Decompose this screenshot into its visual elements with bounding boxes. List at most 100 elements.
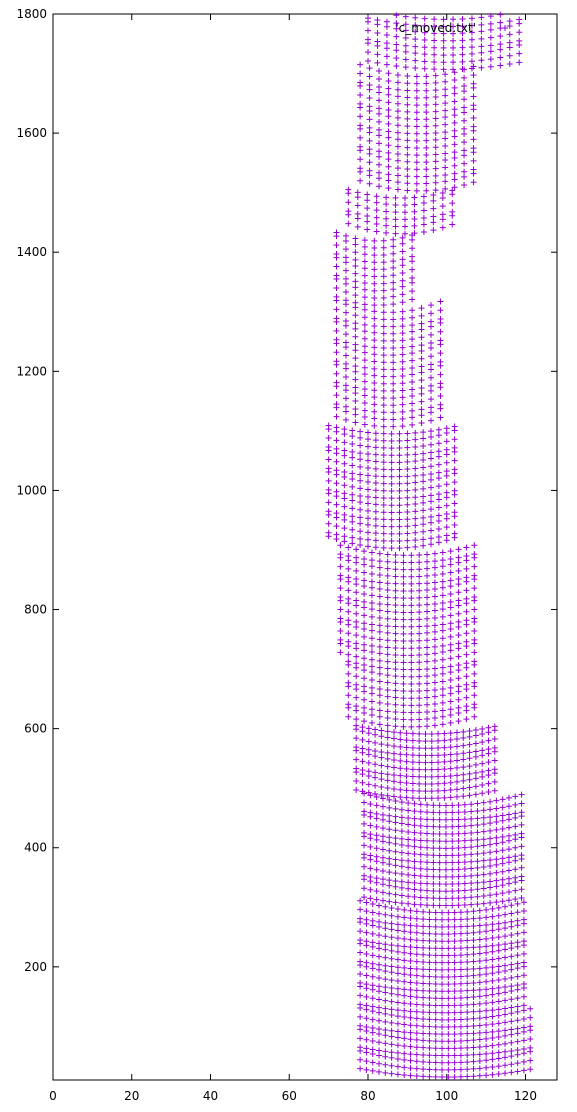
data-point — [442, 866, 449, 873]
data-point — [325, 477, 332, 484]
data-point — [514, 1017, 521, 1024]
data-point — [457, 1052, 464, 1059]
data-point — [325, 499, 332, 506]
data-point — [412, 479, 419, 486]
data-point — [505, 854, 512, 861]
data-point — [345, 713, 352, 720]
data-point — [357, 177, 364, 184]
data-point — [468, 837, 475, 844]
data-point — [394, 157, 401, 164]
data-point — [420, 987, 427, 994]
data-point — [461, 801, 468, 808]
data-point — [420, 930, 427, 937]
data-point — [394, 186, 401, 193]
data-point — [413, 929, 420, 936]
data-point — [483, 1021, 490, 1028]
data-point — [424, 680, 431, 687]
data-point — [392, 616, 399, 623]
data-point — [493, 856, 500, 863]
data-point — [413, 923, 420, 930]
data-point — [404, 480, 411, 487]
data-point — [361, 328, 368, 335]
data-point — [372, 473, 379, 480]
data-point — [457, 952, 464, 959]
data-point — [420, 908, 427, 915]
data-point — [413, 958, 420, 965]
data-point — [386, 898, 393, 905]
data-point — [404, 544, 411, 551]
data-point — [449, 888, 456, 895]
data-point — [394, 948, 401, 955]
data-point — [388, 473, 395, 480]
data-point — [441, 780, 448, 787]
data-point — [432, 158, 439, 165]
data-point — [392, 552, 399, 559]
data-point — [393, 55, 400, 62]
data-point — [379, 846, 386, 853]
data-point — [404, 180, 411, 187]
data-point — [390, 785, 397, 792]
data-point — [418, 412, 425, 419]
data-point — [357, 1035, 364, 1042]
data-point — [479, 739, 486, 746]
data-point — [460, 771, 467, 778]
data-point — [413, 1008, 420, 1015]
data-point — [412, 43, 419, 50]
data-point — [388, 934, 395, 941]
y-tick-label: 1600 — [16, 126, 47, 140]
data-point — [345, 692, 352, 699]
data-point — [403, 794, 410, 801]
data-point — [371, 337, 378, 344]
data-point — [468, 36, 475, 43]
data-point — [471, 670, 478, 677]
data-point — [470, 93, 477, 100]
data-point — [439, 931, 446, 938]
data-point — [455, 618, 462, 625]
data-point — [506, 39, 513, 46]
data-point — [508, 996, 515, 1003]
data-point — [371, 308, 378, 315]
data-point — [399, 277, 406, 284]
data-point — [353, 653, 360, 660]
data-point — [424, 651, 431, 658]
data-point — [404, 537, 411, 544]
data-point — [518, 886, 525, 893]
data-point — [400, 645, 407, 652]
data-point — [368, 706, 375, 713]
data-point — [460, 728, 467, 735]
data-point — [411, 837, 418, 844]
data-point — [409, 421, 416, 428]
data-point — [353, 735, 360, 742]
data-point — [398, 849, 405, 856]
data-point — [420, 521, 427, 528]
data-point — [399, 344, 406, 351]
data-point — [455, 880, 462, 887]
data-point — [479, 768, 486, 775]
y-tick-label: 200 — [24, 960, 47, 974]
data-point — [367, 886, 374, 893]
data-point — [349, 433, 356, 440]
data-point — [464, 1052, 471, 1059]
data-point — [361, 604, 368, 611]
data-point — [413, 965, 420, 972]
data-point — [450, 52, 457, 59]
data-point — [447, 577, 454, 584]
data-point — [432, 1073, 439, 1080]
data-point — [357, 134, 364, 141]
data-point — [464, 951, 471, 958]
data-point — [365, 472, 371, 479]
data-point — [409, 357, 416, 364]
data-point — [472, 791, 479, 798]
data-point — [411, 822, 418, 829]
data-point — [367, 792, 374, 799]
data-point — [463, 694, 470, 701]
data-point — [508, 1069, 515, 1076]
data-point — [376, 1017, 383, 1024]
data-point — [412, 515, 419, 522]
data-point — [424, 887, 431, 894]
data-point — [376, 1060, 383, 1067]
data-point — [394, 122, 401, 129]
data-point — [361, 633, 368, 640]
data-point — [413, 944, 420, 951]
data-point — [422, 788, 429, 795]
